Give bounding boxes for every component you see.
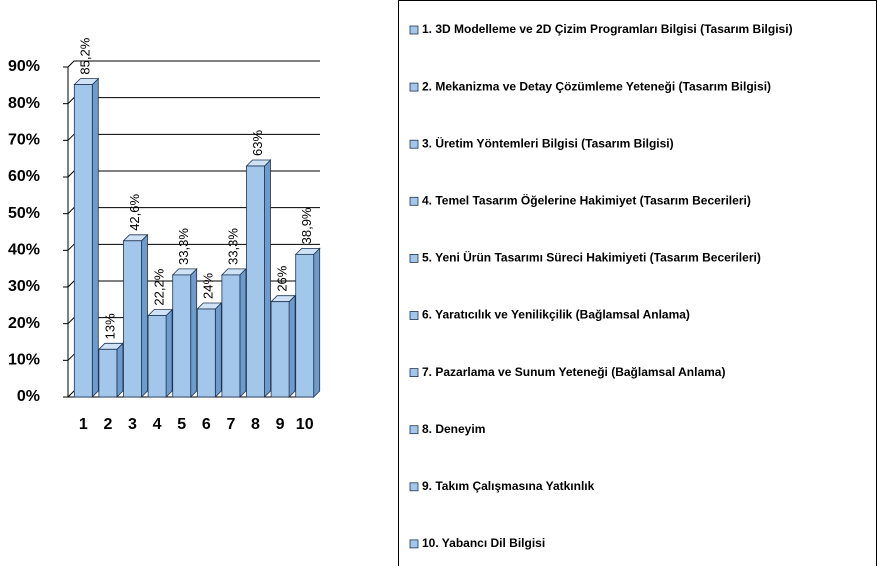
value-label: 63% [250,130,265,156]
y-tick-label: 0% [17,388,40,405]
legend-marker [409,253,419,263]
bar-side [190,267,198,398]
legend-marker [409,368,419,378]
grid-line [67,60,320,68]
grid-line [67,170,320,178]
legend-marker [409,539,419,549]
bar [123,240,142,398]
grid-line [67,133,320,141]
bar-side [264,159,271,398]
x-tick-label: 9 [276,416,285,433]
bar-side [239,267,247,398]
bar-side [165,308,173,398]
x-tick-label: 6 [202,416,211,433]
legend-marker [409,425,419,435]
bar [172,274,192,398]
legend-label: 9. Takım Çalışmasına Yatkınlık [422,479,595,493]
x-tick-label: 10 [296,416,314,433]
legend-marker [409,482,419,492]
value-label: 13% [102,313,117,339]
grid-line [67,207,320,215]
bar [295,253,315,398]
y-tick-label: 30% [8,278,40,295]
bar-side [91,77,99,398]
value-label: 42,6% [127,193,142,230]
bar [196,308,216,398]
legend-label: 1. 3D Modelleme ve 2D Çizim Programları … [422,22,793,36]
legend-label: 3. Üretim Yöntemleri Bilgisi (Tasarım Bi… [422,135,674,150]
legend-label: 4. Temel Tasarım Öğelerine Hakimiyet (Ta… [422,192,751,207]
legend-marker [409,82,419,92]
legend-label: 7. Pazarlama ve Sunum Yeteneği (Bağlamsa… [422,365,725,379]
bar [221,274,241,398]
x-tick-label: 4 [153,416,162,433]
bar [98,348,118,398]
y-tick-label: 80% [8,95,40,112]
x-tick-label: 7 [226,416,235,433]
grid-line [67,243,320,251]
y-tick-label: 10% [8,352,40,369]
y-tick-label: 60% [8,168,40,185]
x-tick-label: 5 [177,416,186,433]
value-label: 85,2% [78,37,93,74]
value-label: 24% [201,273,216,299]
legend-label: 5. Yeni Ürün Tasarımı Süreci Hakimiyeti … [422,250,761,265]
grid-line [67,97,320,105]
value-label: 33,3% [225,228,240,265]
bar-side [141,233,148,398]
legend-marker [409,139,419,149]
y-tick-label: 40% [8,242,40,259]
bar [270,301,290,398]
legend-label: 8. Deneyim [422,422,485,436]
y-tick-label: 20% [8,315,40,332]
x-tick-label: 8 [251,416,260,433]
bar-side [288,294,296,398]
y-tick-label: 70% [8,132,40,149]
y-tick-label: 50% [8,205,40,222]
legend-label: 10. Yabancı Dil Bilgisi [422,536,545,550]
legend-label: 6. Yaratıcılık ve Yenilikçilik (Bağlamsa… [422,308,690,322]
value-label: 22,2% [152,268,167,305]
y-tick-label: 90% [8,58,40,75]
x-tick-label: 1 [79,416,88,433]
legend-marker [409,25,419,35]
value-label: 38,9% [299,207,314,244]
bar [246,165,265,398]
value-label: 26% [275,265,290,291]
x-tick-label: 3 [128,416,137,433]
bar-side [214,302,222,398]
bar-side [313,247,321,398]
legend-marker [409,196,419,206]
legend-label: 2. Mekanizma ve Detay Çözümleme Yeteneği… [422,79,771,93]
bar [147,315,167,398]
bar [73,84,93,398]
legend-marker [409,311,419,320]
bar-side [116,342,124,398]
x-tick-label: 2 [103,416,112,433]
value-label: 33,3% [176,228,191,265]
